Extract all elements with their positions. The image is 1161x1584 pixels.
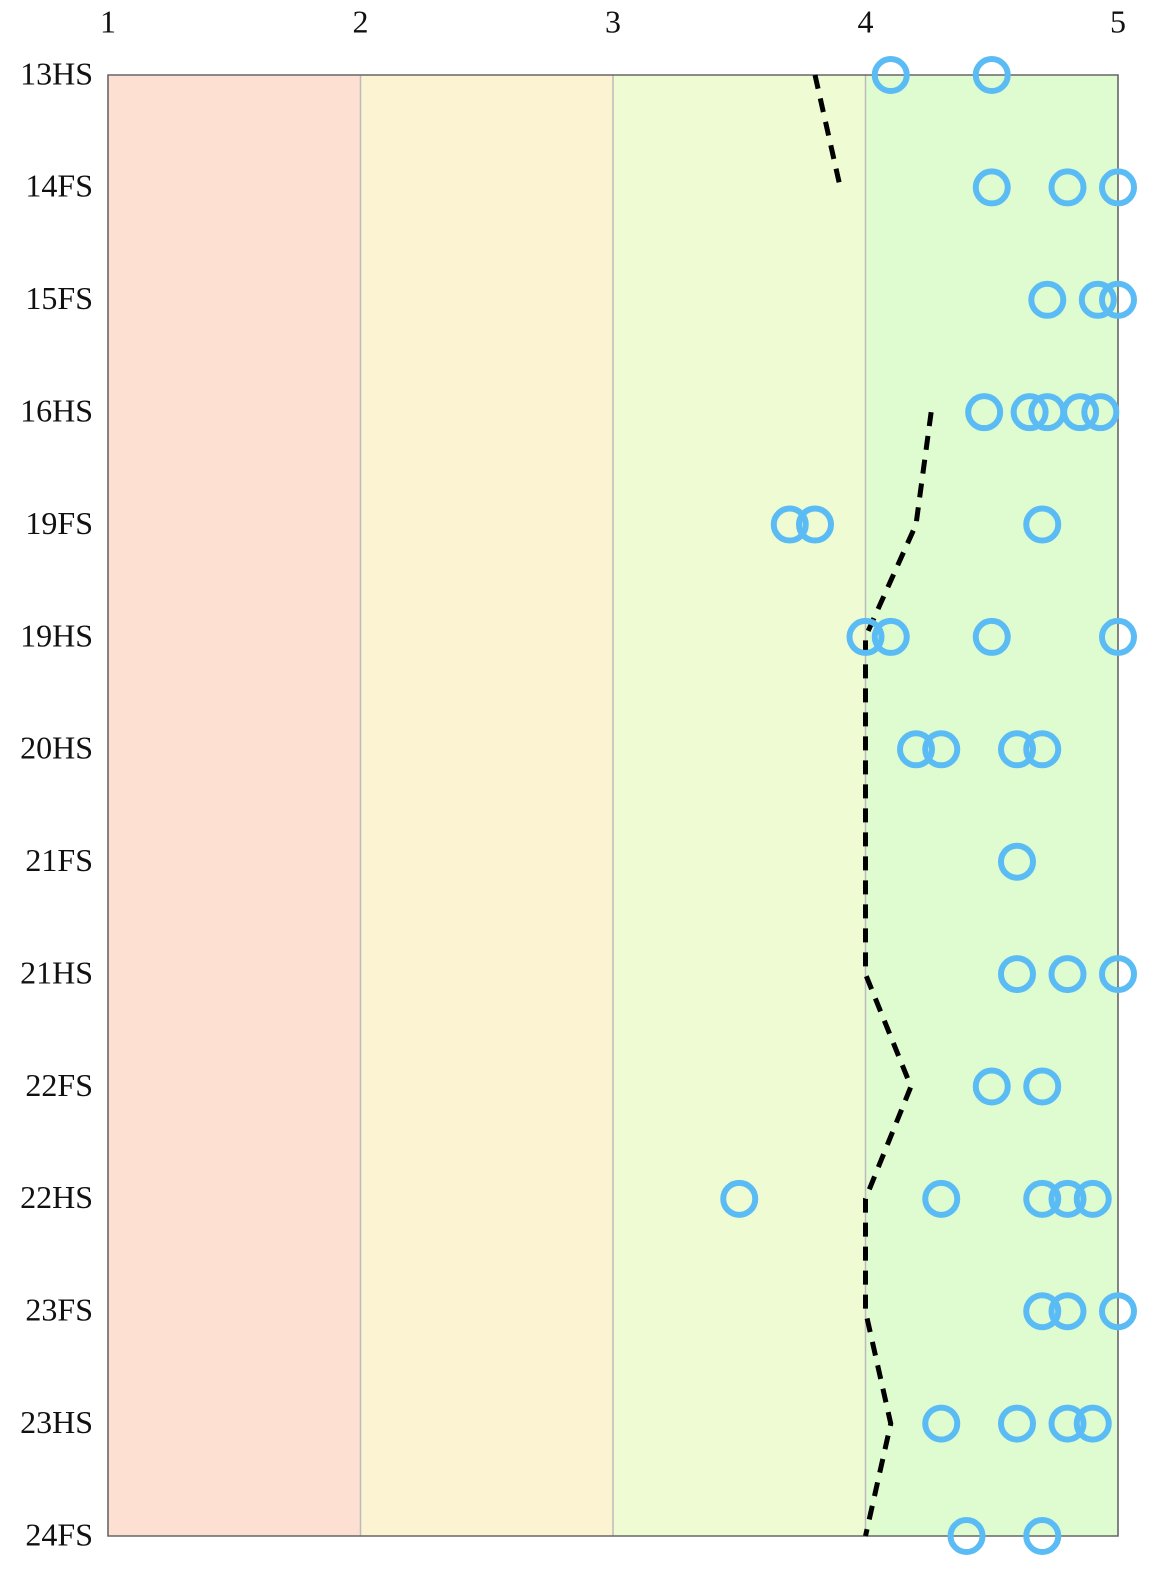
response-dot — [972, 1067, 1011, 1106]
response-dot — [770, 505, 809, 544]
response-dot — [1099, 617, 1137, 656]
response-dot — [1048, 1404, 1087, 1443]
y-tick-label: 15FS — [25, 280, 93, 316]
response-dot — [972, 168, 1011, 207]
y-tick-label: 22FS — [25, 1067, 93, 1103]
response-dot — [922, 1179, 961, 1218]
response-dot — [1099, 1292, 1137, 1331]
response-dot — [972, 56, 1011, 94]
response-dot — [1023, 1517, 1062, 1555]
y-tick-label: 19FS — [25, 505, 93, 541]
band — [865, 75, 1118, 1536]
response-dot — [922, 1404, 961, 1443]
response-dot — [1023, 730, 1062, 769]
y-tick-label: 20HS — [20, 730, 93, 766]
response-dot — [972, 617, 1011, 656]
y-tick-label: 14FS — [25, 168, 93, 204]
response-dot — [1078, 280, 1117, 319]
y-tick-label: 21HS — [20, 954, 93, 990]
x-tick-label: 2 — [353, 3, 369, 39]
x-tick-label: 4 — [858, 3, 874, 39]
y-tick-label: 13HS — [20, 55, 93, 91]
response-dot — [998, 842, 1036, 881]
y-tick-label: 16HS — [20, 392, 93, 428]
y-tick-label: 23FS — [25, 1292, 93, 1328]
response-dot — [1023, 1292, 1062, 1331]
plot-frame — [107, 74, 1119, 1537]
response-dot — [1081, 393, 1120, 432]
mean-line — [812, 74, 934, 1537]
response-dot — [1028, 280, 1067, 319]
y-tick-label: 22HS — [20, 1179, 93, 1215]
band — [613, 75, 866, 1536]
response-dot — [947, 1517, 986, 1555]
response-dot — [1099, 168, 1137, 207]
band — [360, 75, 613, 1536]
response-dot — [965, 393, 1004, 432]
response-dot — [871, 56, 910, 94]
response-dot — [998, 730, 1036, 769]
response-dot — [922, 730, 961, 769]
band — [108, 75, 361, 1536]
y-tick-label: 21FS — [25, 842, 93, 878]
response-dot — [796, 505, 834, 544]
y-tick-label: 23HS — [20, 1404, 93, 1440]
response-dot — [1048, 1179, 1087, 1218]
response-dot — [846, 617, 885, 656]
y-tick-label: 24FS — [25, 1516, 93, 1552]
response-dot — [720, 1179, 759, 1218]
response-dot — [998, 955, 1036, 994]
y-tick-label: 19HS — [20, 617, 93, 653]
response-dot — [871, 617, 910, 656]
response-dot — [998, 1404, 1036, 1443]
response-dot — [897, 730, 935, 769]
response-dot — [1048, 955, 1087, 994]
response-dot — [1023, 1067, 1062, 1106]
response-dot — [1073, 1404, 1112, 1443]
response-dot — [1048, 1292, 1087, 1331]
x-tick-label: 3 — [605, 3, 621, 39]
response-dot — [1099, 280, 1137, 319]
response-dot — [1010, 393, 1049, 432]
x-tick-label: 1 — [100, 3, 116, 39]
x-tick-label: 5 — [1110, 3, 1126, 39]
response-dot — [1048, 168, 1087, 207]
response-dot — [1061, 393, 1100, 432]
response-dot — [1023, 505, 1062, 544]
response-dot — [1023, 1179, 1062, 1218]
response-dot — [1099, 955, 1137, 994]
response-dot — [1073, 1179, 1112, 1218]
